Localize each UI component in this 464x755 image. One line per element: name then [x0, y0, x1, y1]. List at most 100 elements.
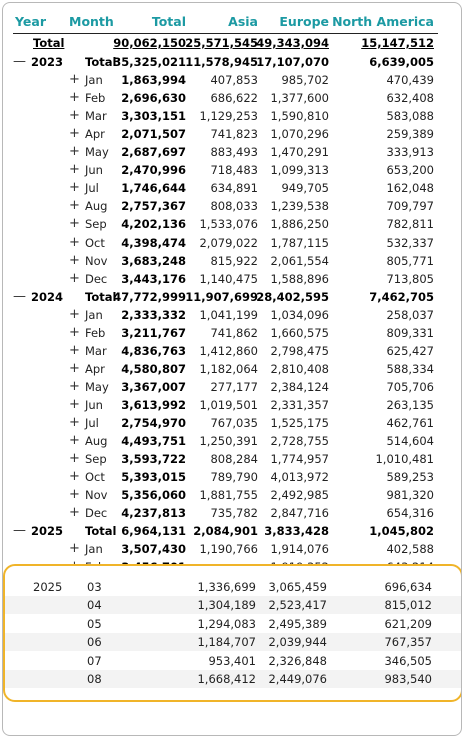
month-label: Jan: [85, 73, 103, 88]
expand-icon[interactable]: +: [69, 324, 80, 340]
overlay-value: 1,304,189: [197, 598, 256, 613]
year-total-label: Total: [85, 289, 117, 304]
month-value: 634,891: [210, 181, 258, 196]
expand-icon[interactable]: +: [69, 505, 80, 521]
month-value: 782,811: [386, 217, 434, 232]
month-total: 3,613,992: [121, 397, 186, 412]
overlay-month: 08: [87, 672, 102, 686]
month-value: 4,013,972: [270, 470, 329, 485]
expand-icon[interactable]: +: [69, 144, 80, 160]
matrix-visual: Year Month Total Asia Europe North America Tot…: [2, 2, 462, 736]
grand-total-value: 25,571,545: [185, 36, 258, 50]
month-value: 1,588,896: [270, 271, 329, 286]
expand-icon[interactable]: +: [69, 270, 80, 286]
expand-icon[interactable]: +: [69, 72, 80, 88]
month-total: 2,071,507: [121, 127, 186, 142]
month-value: 705,706: [386, 379, 434, 394]
month-total: 4,580,807: [121, 361, 186, 376]
month-value: 470,439: [386, 73, 434, 88]
expand-icon[interactable]: +: [69, 306, 80, 322]
overlay-value: 2,523,417: [268, 598, 327, 613]
month-label: May: [85, 145, 109, 160]
month-value: 985,702: [281, 73, 329, 88]
month-value: 632,408: [386, 91, 434, 106]
overlay-value: 2,449,076: [268, 672, 327, 686]
month-value: 1,041,199: [199, 307, 258, 322]
expand-icon[interactable]: +: [69, 216, 80, 232]
expand-icon[interactable]: +: [69, 541, 80, 557]
month-label: May: [85, 379, 109, 394]
month-value: 2,847,716: [270, 506, 329, 521]
month-value: 407,853: [210, 73, 258, 88]
month-value: 1,470,291: [270, 145, 329, 160]
month-value: 949,705: [281, 181, 329, 196]
month-total: 4,202,136: [121, 217, 186, 232]
expand-icon[interactable]: +: [69, 252, 80, 268]
month-total: 3,303,151: [121, 109, 186, 124]
expand-icon[interactable]: +: [69, 360, 80, 376]
collapse-icon[interactable]: —: [13, 523, 26, 539]
column-header: Asia: [228, 14, 258, 29]
expand-icon[interactable]: +: [69, 469, 80, 485]
expand-icon[interactable]: +: [69, 342, 80, 358]
grand-total-value: 49,343,094: [256, 36, 329, 50]
overlay-year: 2025: [33, 580, 63, 594]
month-label: Jul: [85, 181, 99, 196]
month-value: 709,797: [386, 199, 434, 214]
row-stripe: [5, 633, 461, 652]
overlay-value: 815,012: [384, 598, 432, 613]
month-total: 3,443,176: [121, 271, 186, 286]
overlay-month: 03: [87, 580, 102, 594]
expand-icon[interactable]: +: [69, 108, 80, 124]
year-total-value: 47,772,999: [113, 289, 186, 304]
grand-total-value: 90,062,150: [113, 36, 186, 50]
month-value: 1,250,391: [199, 434, 258, 449]
month-label: Jun: [85, 163, 103, 178]
expand-icon[interactable]: +: [69, 487, 80, 503]
year-total-value: 6,639,005: [369, 55, 434, 69]
expand-icon[interactable]: +: [69, 180, 80, 196]
month-total: 3,593,722: [121, 452, 186, 467]
year-total-value: 11,907,699: [185, 289, 258, 304]
overlay-value: 2,039,944: [268, 635, 327, 650]
grand-total-value: 15,147,512: [361, 36, 434, 50]
year-total-value: 7,462,705: [369, 289, 434, 304]
month-value: 718,483: [210, 163, 258, 178]
collapse-icon[interactable]: —: [13, 54, 26, 69]
month-total: 5,356,060: [121, 488, 186, 503]
grand-total-label: Total: [33, 36, 65, 50]
expand-icon[interactable]: +: [69, 396, 80, 412]
month-value: 258,037: [386, 307, 434, 322]
month-value: 1,034,096: [270, 307, 329, 322]
month-label: Oct: [85, 235, 105, 250]
year-total-value: 35,325,021: [113, 55, 186, 69]
month-total: 4,398,474: [121, 235, 186, 250]
month-label: Jan: [85, 307, 103, 322]
expand-icon[interactable]: +: [69, 90, 80, 106]
expand-icon[interactable]: +: [69, 126, 80, 142]
expand-icon[interactable]: +: [69, 234, 80, 250]
month-value: 741,823: [210, 127, 258, 142]
expand-icon[interactable]: +: [69, 451, 80, 467]
month-value: 2,061,554: [270, 253, 329, 268]
month-value: 1,099,313: [270, 163, 329, 178]
month-value: 2,810,408: [270, 361, 329, 376]
month-label: Dec: [85, 506, 108, 521]
month-value: 805,771: [386, 253, 434, 268]
month-value: 1,886,250: [270, 217, 329, 232]
expand-icon[interactable]: +: [69, 378, 80, 394]
overlay-value: 3,065,459: [268, 580, 327, 594]
month-value: 588,334: [386, 361, 434, 376]
expand-icon[interactable]: +: [69, 433, 80, 449]
month-value: 2,492,985: [270, 488, 329, 503]
highlight-overlay: 2025 03 1,336,699 3,065,459 696,634 04 1,304,1…: [3, 564, 461, 702]
expand-icon[interactable]: +: [69, 415, 80, 430]
year-total-value: 2,084,901: [193, 524, 258, 539]
collapse-icon[interactable]: —: [13, 288, 26, 304]
month-value: 583,088: [386, 109, 434, 124]
expand-icon[interactable]: +: [69, 198, 80, 214]
month-value: 1,590,810: [270, 109, 329, 124]
expand-icon[interactable]: +: [69, 162, 80, 178]
month-value: 2,384,124: [270, 379, 329, 394]
column-header: Total: [151, 14, 186, 29]
